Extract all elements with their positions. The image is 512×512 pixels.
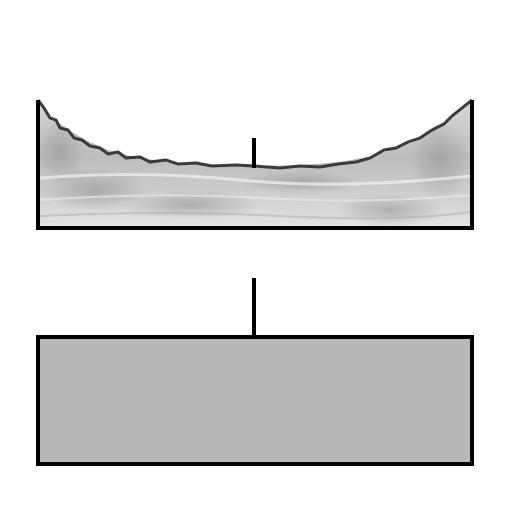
upper-bowl-rim <box>36 98 473 170</box>
upper-textured-block <box>36 98 474 230</box>
lower-grey-box <box>36 335 474 466</box>
upper-block-outline <box>36 100 474 230</box>
upper-bowl-texture <box>38 115 471 226</box>
